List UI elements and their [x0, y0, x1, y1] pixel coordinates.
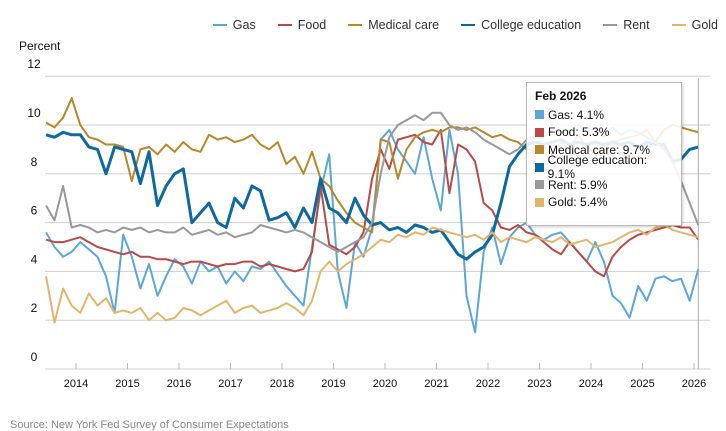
legend-item-gas[interactable]: Gas [212, 18, 256, 32]
x-tick-label: 2024 [579, 378, 603, 390]
y-tick-label: 4 [31, 252, 38, 266]
source-note: Source: New York Fed Survey of Consumer … [10, 419, 289, 431]
tooltip-value: Rent: 5.9% [548, 177, 608, 192]
x-tick-label: 2017 [218, 378, 242, 390]
legend-item-gold[interactable]: Gold [671, 18, 718, 32]
tooltip: Feb 2026 Gas: 4.1% Food: 5.3% Medical ca… [526, 82, 682, 226]
x-tick-label: 2020 [373, 378, 397, 390]
y-tick-label: 0 [31, 350, 38, 364]
x-tick-label: 2014 [64, 378, 88, 390]
legend-swatch [277, 24, 292, 26]
y-tick-label: 6 [31, 204, 38, 218]
tooltip-value: Food: 5.3% [548, 125, 610, 140]
tooltip-row-medical-care: Medical care: 9.7% [535, 141, 673, 159]
legend-label: Gold [691, 18, 718, 32]
y-tick-label: 2 [31, 301, 38, 315]
legend-swatch [603, 24, 618, 26]
y-tick-label: 12 [27, 57, 41, 71]
legend-item-food[interactable]: Food [277, 18, 327, 32]
series-line-gold [45, 224, 699, 324]
tooltip-swatch [535, 162, 544, 172]
tooltip-swatch [535, 145, 544, 155]
tooltip-row-rent: Rent: 5.9% [535, 176, 673, 194]
tooltip-row-gold: Gold: 5.4% [535, 194, 673, 212]
legend-swatch [461, 24, 476, 26]
tooltip-value: Gas: 4.1% [548, 107, 605, 122]
x-tick-label: 2021 [424, 378, 448, 390]
chart-legend: Gas Food Medical care College education … [212, 18, 718, 32]
tooltip-title: Feb 2026 [535, 89, 587, 103]
x-tick-label: 2016 [167, 378, 191, 390]
legend-item-medical-care[interactable]: Medical care [348, 18, 439, 32]
tooltip-value: College education: 9.1% [547, 153, 648, 182]
y-tick-label: 8 [31, 155, 38, 169]
x-tick-label: 2019 [321, 378, 345, 390]
legend-label: Medical care [368, 18, 440, 32]
tooltip-row-college-education: College education: 9.1% [535, 153, 673, 181]
legend-label: Rent [623, 18, 650, 32]
legend-label: Food [297, 18, 327, 32]
legend-item-rent[interactable]: Rent [603, 18, 650, 32]
y-tick-label: 10 [27, 106, 41, 120]
legend-swatch [348, 24, 363, 26]
tooltip-swatch [535, 110, 544, 120]
legend-label: Gas [232, 18, 256, 32]
tooltip-swatch [535, 180, 544, 190]
legend-swatch [671, 24, 686, 26]
x-tick-label: 2026 [682, 378, 706, 390]
tooltip-swatch [535, 197, 544, 207]
x-tick-label: 2022 [476, 378, 500, 390]
x-tick-label: 2023 [527, 378, 551, 390]
tooltip-value: Medical care: 9.7% [548, 142, 651, 157]
tooltip-swatch [535, 127, 544, 137]
y-axis-label: Percent [19, 39, 61, 53]
legend-swatch [212, 24, 227, 26]
legend-item-college-education[interactable]: College education [461, 18, 581, 32]
tooltip-row-gas: Gas: 4.1% [535, 106, 673, 124]
x-tick-label: 2015 [115, 378, 139, 390]
series-line-food [45, 128, 700, 278]
tooltip-row-food: Food: 5.3% [535, 124, 673, 142]
x-tick-label: 2025 [630, 378, 654, 390]
legend-label: College education [481, 18, 582, 32]
tooltip-value: Gold: 5.4% [548, 195, 608, 210]
x-tick-label: 2018 [270, 378, 294, 390]
